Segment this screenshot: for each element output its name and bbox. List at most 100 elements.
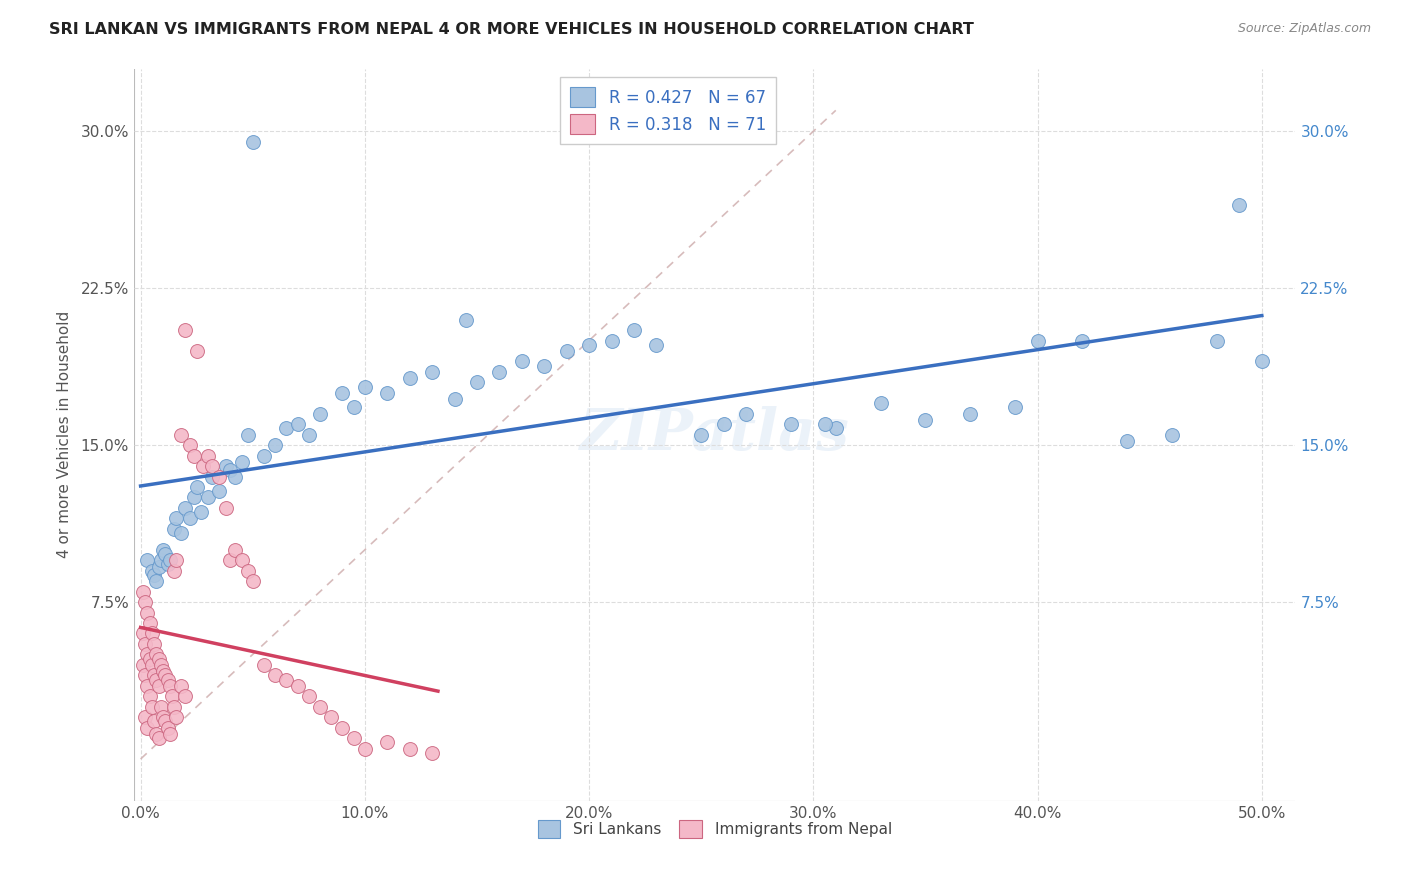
Text: SRI LANKAN VS IMMIGRANTS FROM NEPAL 4 OR MORE VEHICLES IN HOUSEHOLD CORRELATION : SRI LANKAN VS IMMIGRANTS FROM NEPAL 4 OR… bbox=[49, 22, 974, 37]
Point bbox=[143, 714, 166, 729]
Point bbox=[343, 731, 366, 745]
Point bbox=[959, 407, 981, 421]
Point bbox=[231, 553, 253, 567]
Point bbox=[136, 648, 159, 662]
Point bbox=[298, 427, 321, 442]
Point bbox=[145, 648, 167, 662]
Point bbox=[533, 359, 555, 373]
Point bbox=[170, 679, 193, 693]
Point bbox=[190, 505, 212, 519]
Point bbox=[155, 714, 177, 729]
Point bbox=[1071, 334, 1094, 348]
Point bbox=[238, 564, 260, 578]
Point bbox=[454, 312, 477, 326]
Point bbox=[1116, 434, 1139, 448]
Point bbox=[813, 417, 835, 432]
Point bbox=[159, 553, 181, 567]
Point bbox=[152, 664, 174, 678]
Point bbox=[375, 385, 398, 400]
Point bbox=[332, 721, 354, 735]
Text: ZIPatlas: ZIPatlas bbox=[579, 407, 849, 463]
Point bbox=[1026, 334, 1049, 348]
Point bbox=[208, 469, 231, 483]
Point bbox=[488, 365, 510, 379]
Point bbox=[134, 668, 156, 682]
Point bbox=[136, 679, 159, 693]
Point bbox=[197, 491, 219, 505]
Point bbox=[174, 323, 197, 337]
Point bbox=[155, 547, 177, 561]
Point bbox=[690, 427, 713, 442]
Point bbox=[1206, 334, 1229, 348]
Point bbox=[713, 417, 735, 432]
Point bbox=[600, 334, 623, 348]
Point bbox=[398, 371, 420, 385]
Point bbox=[343, 401, 366, 415]
Legend: Sri Lankans, Immigrants from Nepal: Sri Lankans, Immigrants from Nepal bbox=[531, 814, 898, 845]
Point bbox=[166, 553, 188, 567]
Point bbox=[623, 323, 645, 337]
Point bbox=[132, 584, 155, 599]
Point bbox=[186, 480, 208, 494]
Point bbox=[287, 679, 309, 693]
Point bbox=[132, 657, 155, 672]
Point bbox=[1250, 354, 1272, 368]
Point bbox=[148, 679, 170, 693]
Point bbox=[1229, 197, 1251, 211]
Point bbox=[141, 657, 163, 672]
Point bbox=[276, 421, 298, 435]
Point bbox=[156, 673, 179, 687]
Point bbox=[193, 459, 215, 474]
Point bbox=[134, 710, 156, 724]
Point bbox=[420, 746, 443, 760]
Point bbox=[353, 379, 375, 393]
Point bbox=[166, 511, 188, 525]
Point bbox=[201, 469, 224, 483]
Point bbox=[145, 673, 167, 687]
Point bbox=[143, 668, 166, 682]
Point bbox=[156, 721, 179, 735]
Point bbox=[253, 449, 276, 463]
Point bbox=[1161, 427, 1184, 442]
Point bbox=[152, 542, 174, 557]
Point bbox=[149, 699, 172, 714]
Point bbox=[465, 376, 488, 390]
Point bbox=[183, 491, 205, 505]
Point bbox=[138, 651, 160, 665]
Point bbox=[215, 500, 238, 515]
Point bbox=[179, 511, 201, 525]
Point bbox=[287, 417, 309, 432]
Point bbox=[155, 668, 177, 682]
Point bbox=[163, 564, 186, 578]
Point bbox=[134, 637, 156, 651]
Point bbox=[224, 542, 246, 557]
Point bbox=[398, 741, 420, 756]
Point bbox=[183, 449, 205, 463]
Point bbox=[298, 690, 321, 704]
Point bbox=[163, 522, 186, 536]
Point bbox=[136, 606, 159, 620]
Point bbox=[242, 574, 264, 589]
Point bbox=[238, 427, 260, 442]
Point bbox=[197, 449, 219, 463]
Point bbox=[321, 710, 343, 724]
Point bbox=[143, 568, 166, 582]
Point bbox=[375, 735, 398, 749]
Point bbox=[264, 668, 287, 682]
Point bbox=[179, 438, 201, 452]
Point bbox=[353, 741, 375, 756]
Point bbox=[159, 679, 181, 693]
Point bbox=[780, 417, 803, 432]
Point bbox=[219, 553, 242, 567]
Point bbox=[134, 595, 156, 609]
Point bbox=[141, 626, 163, 640]
Point bbox=[148, 559, 170, 574]
Point bbox=[186, 343, 208, 358]
Point bbox=[170, 427, 193, 442]
Point bbox=[138, 615, 160, 630]
Point bbox=[264, 438, 287, 452]
Point bbox=[219, 463, 242, 477]
Point bbox=[215, 459, 238, 474]
Point bbox=[253, 657, 276, 672]
Point bbox=[224, 469, 246, 483]
